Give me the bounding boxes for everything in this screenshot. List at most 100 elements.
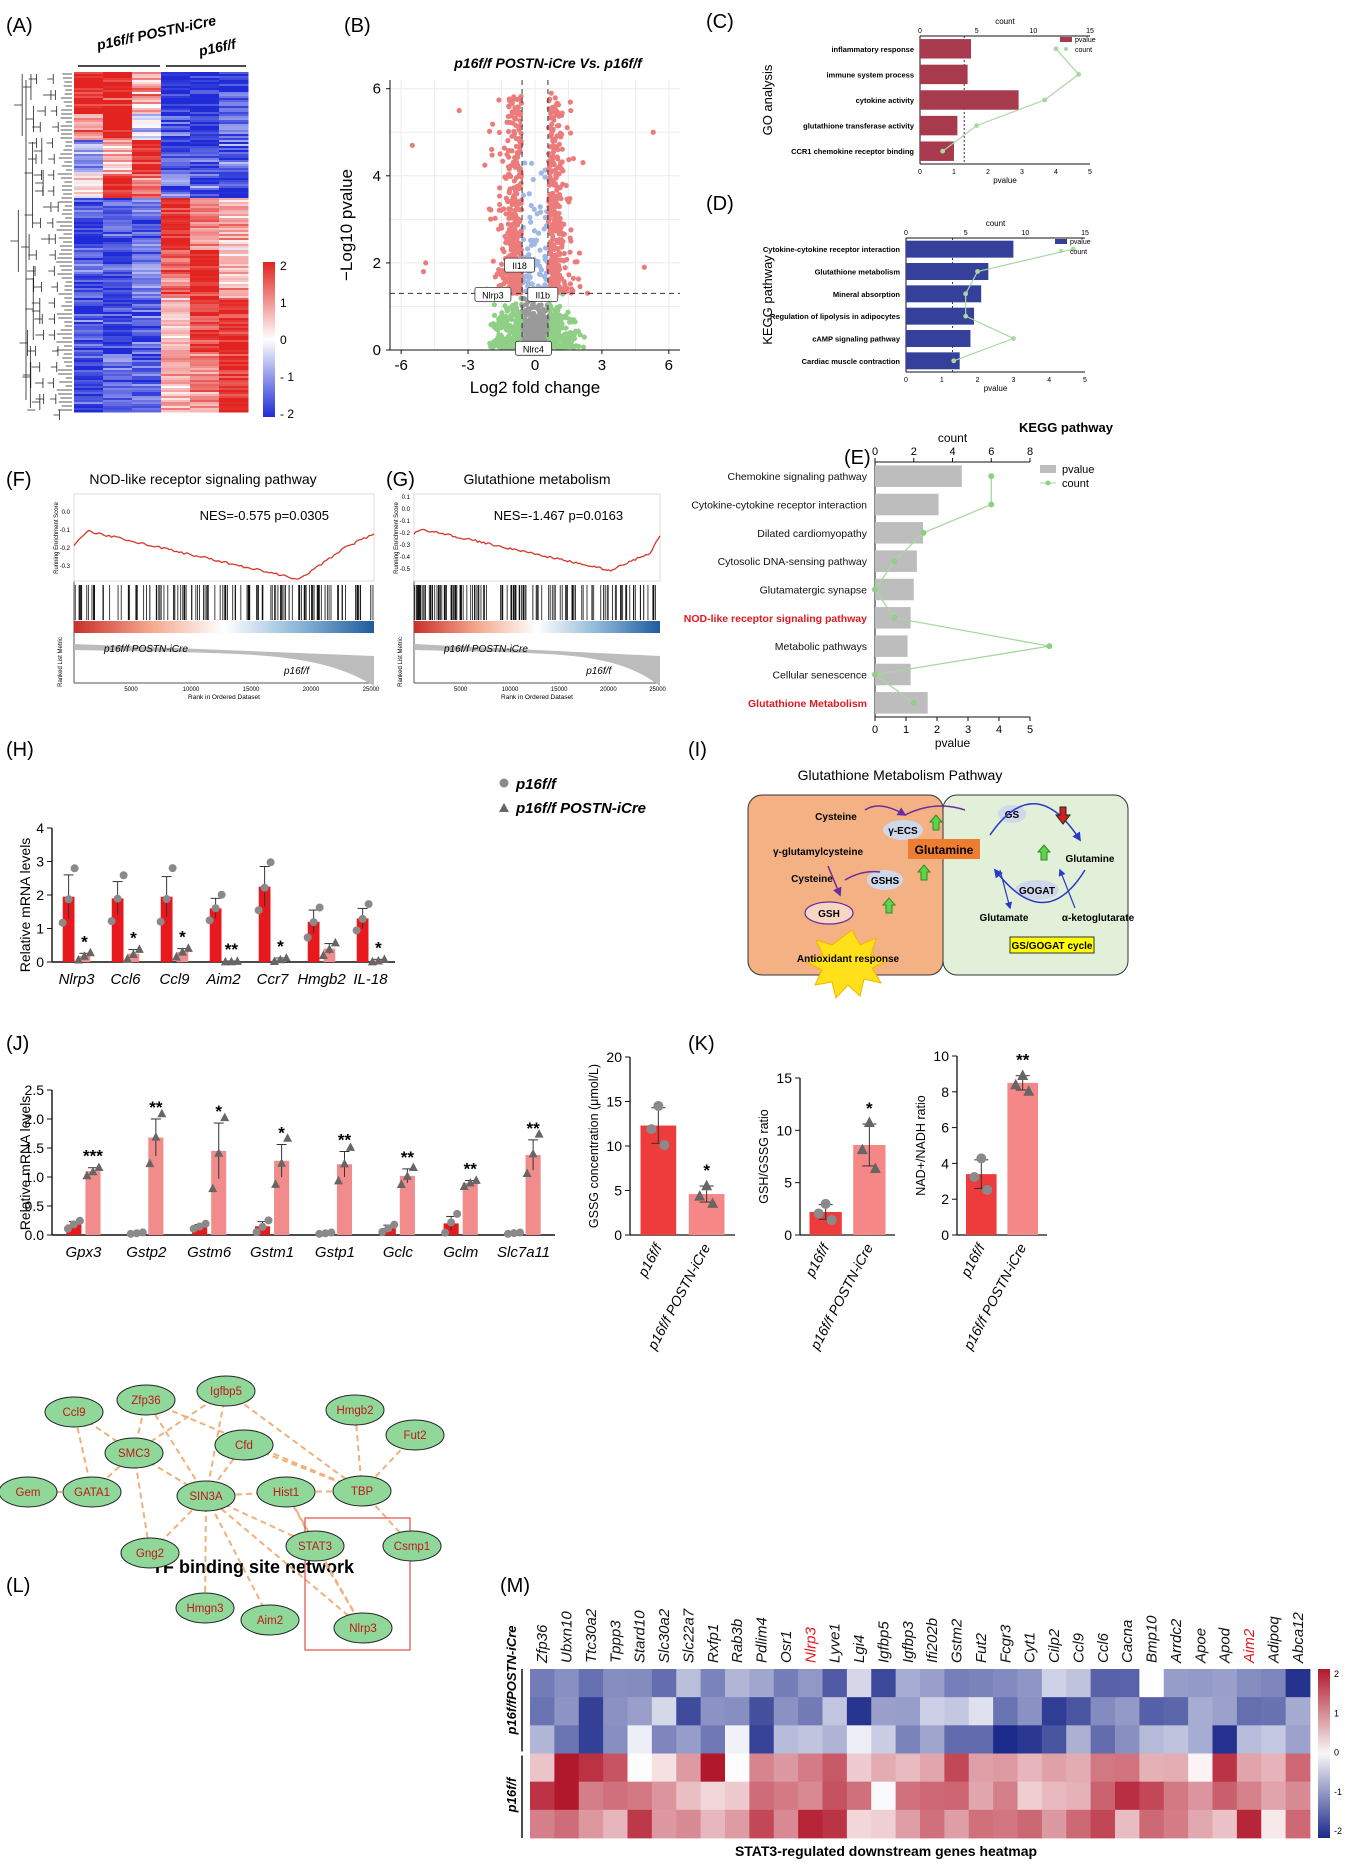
heatmap-cell bbox=[749, 1781, 775, 1811]
category-label: Regulation of lipolysis in adipocytes bbox=[770, 312, 900, 321]
heatmap-cell bbox=[103, 114, 133, 117]
row-group-label: p16f/f bbox=[504, 1776, 519, 1813]
heatmap-cell bbox=[161, 298, 191, 301]
data-point bbox=[575, 276, 582, 282]
network-node bbox=[214, 1429, 274, 1461]
data-point bbox=[551, 117, 557, 123]
heatmap-cell bbox=[103, 306, 133, 309]
data-point bbox=[982, 1184, 993, 1195]
heatmap-cell bbox=[103, 368, 133, 371]
data-point bbox=[447, 1218, 456, 1227]
data-point bbox=[551, 242, 557, 248]
heatmap-cell bbox=[161, 196, 191, 199]
bar bbox=[160, 896, 173, 962]
heatmap-cell bbox=[161, 242, 191, 245]
x-tick-label: 3 bbox=[965, 724, 971, 736]
heatmap-cell bbox=[190, 148, 220, 151]
heatmap-cell bbox=[219, 254, 249, 257]
category-label: Gclc bbox=[383, 1244, 414, 1261]
heatmap-cell bbox=[161, 330, 191, 333]
heatmap-cell bbox=[219, 364, 249, 367]
heatmap-caption: STAT3-regulated downstream genes heatmap bbox=[735, 1843, 1037, 1859]
data-point bbox=[441, 1228, 450, 1237]
heatmap-cell bbox=[103, 378, 133, 381]
heatmap-cell bbox=[103, 322, 133, 325]
data-point bbox=[189, 1224, 198, 1233]
significance-label: * bbox=[179, 928, 186, 947]
heatmap-cell bbox=[190, 250, 220, 253]
heatmap-cell bbox=[1163, 1809, 1189, 1839]
y-tick-label: 0 bbox=[373, 342, 381, 359]
heatmap-cell bbox=[161, 180, 191, 183]
heatmap-cell bbox=[74, 320, 104, 323]
data-point bbox=[813, 1208, 824, 1219]
heatmap-cell bbox=[920, 1753, 945, 1783]
bar bbox=[148, 1137, 164, 1235]
data-point bbox=[156, 917, 165, 926]
heatmap-cell bbox=[161, 220, 191, 223]
y-axis-label: Ranked List Metric bbox=[398, 637, 404, 687]
significance-label: * bbox=[278, 1124, 285, 1143]
heatmap-cell bbox=[161, 130, 191, 133]
heatmap-cell bbox=[190, 84, 220, 87]
heatmap-cell bbox=[74, 400, 104, 403]
data-point bbox=[571, 344, 577, 350]
heatmap-cell bbox=[132, 246, 162, 249]
heatmap-cell bbox=[161, 210, 191, 213]
heatmap-cell bbox=[1163, 1753, 1189, 1783]
scale-tick-label: 2 bbox=[1334, 1669, 1339, 1679]
heatmap-cell bbox=[103, 174, 133, 177]
heatmap-cell bbox=[132, 148, 162, 151]
data-point bbox=[707, 1197, 719, 1208]
heatmap-cell bbox=[161, 308, 191, 311]
y-tick-label: 2.5 bbox=[25, 1082, 45, 1098]
heatmap-cell bbox=[161, 360, 191, 363]
data-point bbox=[659, 1140, 670, 1151]
heatmap-cell bbox=[219, 92, 249, 95]
category-label: Aim2 bbox=[205, 971, 241, 988]
y-tick-label: -0.2 bbox=[400, 531, 411, 537]
heatmap-cell bbox=[74, 186, 104, 189]
panel-i: (I) Glutathione Metabolism Pathway Cyste… bbox=[688, 739, 1135, 1000]
heatmap-cell bbox=[103, 102, 133, 105]
heatmap-cell bbox=[161, 378, 191, 381]
heatmap-cell bbox=[103, 176, 133, 179]
heatmap-cell bbox=[1212, 1781, 1238, 1811]
heatmap-cell bbox=[676, 1781, 702, 1811]
heatmap-cell bbox=[219, 310, 249, 313]
heatmap-cell bbox=[190, 180, 220, 183]
heatmap-cell bbox=[161, 160, 191, 163]
heatmap-cell bbox=[219, 410, 249, 413]
y-tick-label: 15 bbox=[776, 1070, 792, 1086]
node-label: TBP bbox=[351, 1486, 374, 1498]
heatmap-cell bbox=[190, 338, 220, 341]
heatmap-cell bbox=[161, 244, 191, 247]
heatmap-cell bbox=[161, 328, 191, 331]
network-node bbox=[332, 1475, 392, 1507]
data-point bbox=[507, 198, 513, 204]
panel-label: (D) bbox=[706, 193, 734, 215]
y-tick-label: 8 bbox=[941, 1084, 949, 1100]
heatmap-cell bbox=[1041, 1725, 1067, 1754]
data-point bbox=[283, 1133, 293, 1142]
heatmap-cell bbox=[103, 242, 133, 245]
heatmap-cell bbox=[132, 298, 162, 301]
heatmap-cell bbox=[161, 262, 191, 265]
heatmap-cell bbox=[103, 106, 133, 109]
y-axis-label: Running Enrichment Score bbox=[394, 501, 400, 573]
data-point bbox=[567, 195, 573, 202]
heatmap-cell bbox=[219, 332, 249, 335]
data-point bbox=[531, 228, 538, 234]
heatmap-cell bbox=[74, 114, 104, 117]
data-point bbox=[561, 278, 567, 285]
heatmap-cell bbox=[190, 270, 220, 273]
data-point bbox=[496, 333, 502, 340]
top-tick-label: 0 bbox=[904, 230, 908, 237]
heatmap-cell bbox=[1236, 1753, 1262, 1783]
data-point bbox=[513, 106, 519, 112]
heatmap-cell bbox=[161, 296, 191, 299]
heatmap-cell bbox=[103, 292, 133, 295]
heatmap-cell bbox=[219, 250, 249, 253]
heatmap-cell bbox=[103, 228, 133, 231]
